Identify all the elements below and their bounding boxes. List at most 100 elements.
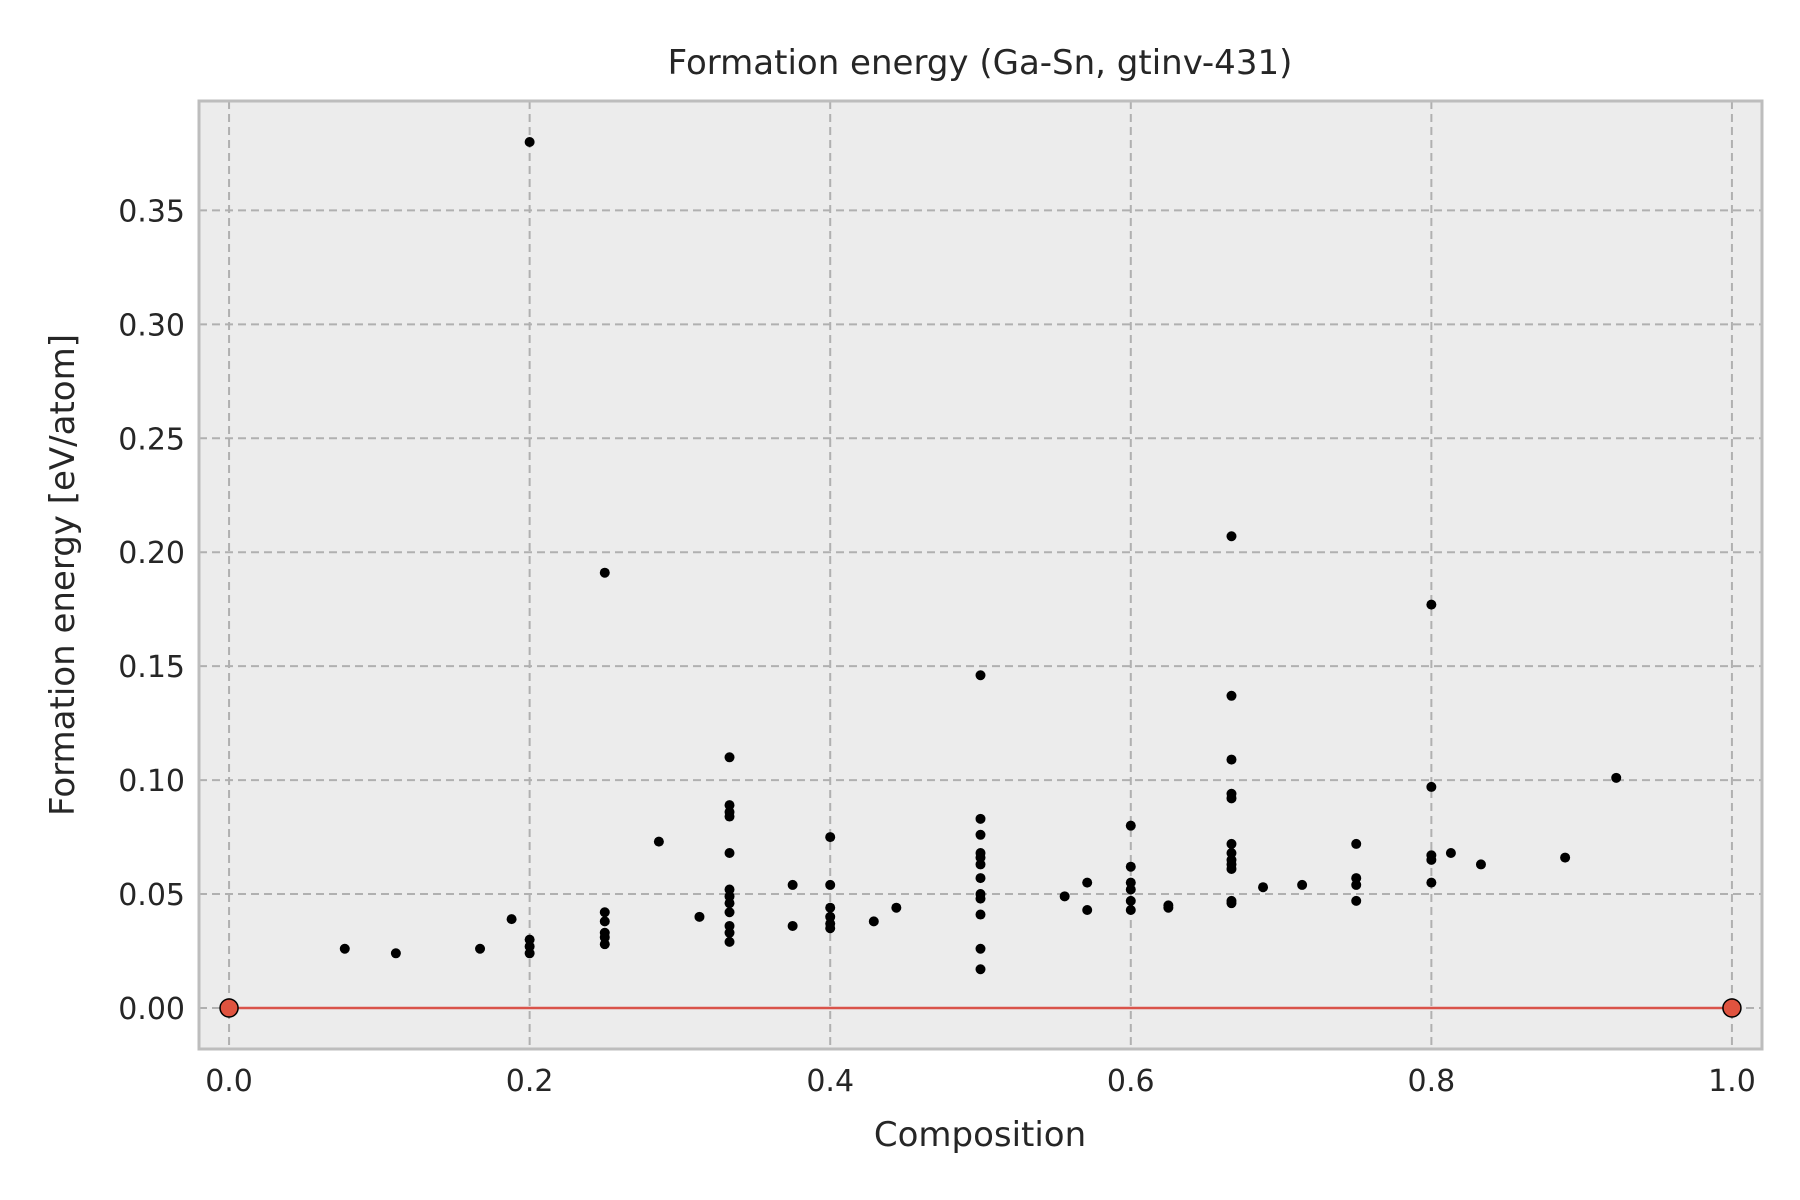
scatter-point (1426, 877, 1437, 888)
scatter-point (339, 943, 350, 954)
scatter-point (1351, 873, 1362, 884)
scatter-point (825, 923, 836, 934)
scatter-point (599, 916, 610, 927)
scatter-point (975, 909, 986, 920)
hull-points (219, 998, 1742, 1018)
scatter-point (724, 920, 735, 931)
x-tick-label: 0.6 (1107, 1064, 1155, 1099)
scatter-point (1082, 877, 1093, 888)
scatter-point (1226, 793, 1237, 804)
y-tick-label: 0.30 (118, 308, 185, 343)
scatter-point (1125, 895, 1136, 906)
scatter-point (524, 948, 535, 959)
x-tick-label: 0.4 (806, 1064, 854, 1099)
scatter-point (1226, 754, 1237, 765)
scatter-point (1163, 902, 1174, 913)
scatter-point (975, 873, 986, 884)
x-tick-label: 0.0 (205, 1064, 253, 1099)
scatter-point (390, 948, 401, 959)
scatter-point (724, 752, 735, 763)
scatter-point (1125, 861, 1136, 872)
scatter-point (868, 916, 879, 927)
x-tick-label: 0.8 (1408, 1064, 1456, 1099)
scatter-point (694, 911, 705, 922)
scatter-point (975, 852, 986, 863)
scatter-point (1226, 863, 1237, 874)
scatter-point (975, 943, 986, 954)
scatter-point (1125, 884, 1136, 895)
scatter-point (1226, 898, 1237, 909)
scatter-point (1082, 904, 1093, 915)
scatter-point (724, 884, 735, 895)
y-tick-label: 0.25 (118, 422, 185, 457)
scatter-point (787, 920, 798, 931)
scatter-point (1059, 891, 1070, 902)
scatter-point (524, 941, 535, 952)
scatter-point (1426, 781, 1437, 792)
scatter-point (1426, 854, 1437, 865)
scatter-point (975, 964, 986, 975)
scatter-point (599, 939, 610, 950)
scatter-point (1611, 772, 1622, 783)
scatter-point (975, 670, 986, 681)
scatter-point (1226, 838, 1237, 849)
hull-point (219, 998, 239, 1018)
scatter-point (506, 914, 517, 925)
scatter-point (825, 902, 836, 913)
y-tick-label: 0.00 (118, 992, 185, 1027)
y-tick-label: 0.10 (118, 764, 185, 799)
scatter-point (724, 891, 735, 902)
scatter-point (975, 893, 986, 904)
plot-frame (197, 99, 1764, 1051)
scatter-point (975, 859, 986, 870)
scatter-point (1475, 859, 1486, 870)
scatter-point (1125, 904, 1136, 915)
scatter-point (891, 902, 902, 913)
scatter-point (1351, 879, 1362, 890)
scatter-point (1125, 877, 1136, 888)
y-tick-label: 0.35 (118, 194, 185, 229)
scatter-point (825, 832, 836, 843)
scatter-point (724, 927, 735, 938)
y-tick-label: 0.20 (118, 536, 185, 571)
scatter-point (724, 936, 735, 947)
hull-point (1722, 998, 1742, 1018)
y-tick-label: 0.05 (118, 878, 185, 913)
scatter-point (1125, 820, 1136, 831)
scatter-point (724, 800, 735, 811)
data-points (339, 137, 1622, 975)
scatter-point (724, 907, 735, 918)
scatter-point (1226, 531, 1237, 542)
scatter-point (724, 848, 735, 859)
x-tick-label: 1.0 (1708, 1064, 1756, 1099)
scatter-point (1445, 848, 1456, 859)
scatter-point (1351, 895, 1362, 906)
scatter-point (975, 829, 986, 840)
scatter-point (1258, 882, 1269, 893)
scatter-point (1426, 599, 1437, 610)
scatter-point (975, 813, 986, 824)
scatter-point (825, 911, 836, 922)
scatter-point (1351, 838, 1362, 849)
scatter-point (1297, 879, 1308, 890)
scatter-point (599, 907, 610, 918)
scatter-point (1226, 690, 1237, 701)
scatter-point (599, 567, 610, 578)
scatter-point (1226, 848, 1237, 859)
y-axis-title: Formation energy [eV/atom] (43, 334, 83, 816)
scatter-point (524, 137, 535, 148)
tick-labels: 0.0 0.2 0.4 0.6 0.8 1.0 0.00 0.05 0.10 0.15 0.20 0.… (118, 194, 1756, 1099)
x-axis-title: Composition (874, 1115, 1086, 1155)
scatter-point (825, 879, 836, 890)
x-tick-label: 0.2 (506, 1064, 554, 1099)
scatter-point (653, 836, 664, 847)
scatter-point (524, 934, 535, 945)
chart-title: Formation energy (Ga-Sn, gtinv-431) (668, 43, 1293, 83)
scatter-point (599, 932, 610, 943)
plot-background (199, 101, 1762, 1049)
scatter-point (724, 898, 735, 909)
scatter-point (787, 879, 798, 890)
scatter-point (724, 811, 735, 822)
scatter-point (475, 943, 486, 954)
